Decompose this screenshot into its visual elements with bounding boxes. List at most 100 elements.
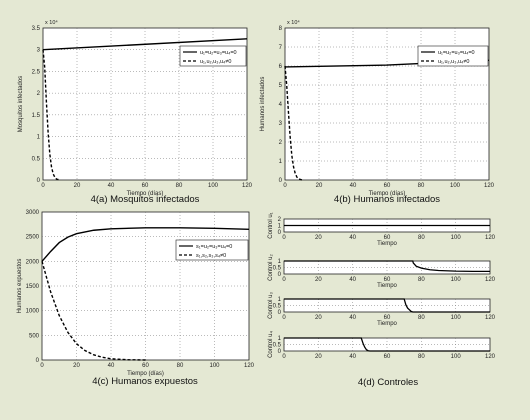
control-panel-3-ytick-label: 0	[278, 310, 282, 316]
chart-c-xlabel: Tiempo (días)	[127, 371, 164, 377]
chart-b-xtick-label: 80	[418, 183, 425, 189]
control-panel-4-xtick-label: 60	[384, 354, 391, 360]
chart-b-ytick-label: 2	[279, 140, 283, 146]
chart-a-ytick-label: 1.5	[32, 113, 41, 119]
chart-a-ylabel: Mosquitos infectados	[18, 76, 24, 132]
chart-c-ytick-label: 2000	[26, 259, 40, 265]
chart-b-xtick-label: 60	[384, 183, 391, 189]
control-4-line	[284, 337, 490, 352]
chart-b-xlabel: Tiempo (días)	[369, 191, 406, 197]
chart-b-ytick-label: 3	[279, 121, 283, 127]
chart-b-xtick-label: 20	[316, 183, 323, 189]
chart-c-legend-label: s₁=u₂=u₃=u₄=0	[196, 244, 232, 250]
control-panel-1-xtick-label: 0	[282, 235, 286, 241]
control-panel-4-xtick-label: 0	[282, 354, 286, 360]
control-panel-1-xtick-label: 60	[384, 235, 391, 241]
chart-b-ytick-label: 4	[279, 102, 283, 108]
chart-b-xtick-label: 100	[450, 183, 461, 189]
control-panel-2-xtick-label: 60	[384, 277, 391, 283]
control-panel-3-xtick-label: 0	[282, 315, 286, 321]
chart-a-ytick-label: 3	[37, 48, 41, 54]
control-2-ylabel: Control u₂	[268, 253, 274, 280]
control-panel-1-ytick-label: 1	[278, 224, 282, 230]
caption-c: 4(c) Humanos expuestos	[92, 376, 198, 387]
chart-b-legend-label: u₁,u₂,u₃,u₄≠0	[438, 59, 469, 65]
control-1-ylabel: Control u₁	[268, 212, 274, 238]
control-panel-1-ytick-label: 0	[278, 230, 282, 236]
control-panel-2-xtick-label: 40	[349, 277, 356, 283]
chart-c-ytick-label: 2500	[26, 235, 40, 241]
control-panel-4-xtick-label: 80	[418, 354, 425, 360]
caption-d: 4(d) Controles	[358, 377, 418, 388]
chart-a-xtick-label: 100	[208, 183, 219, 189]
chart-c-xtick-label: 60	[142, 363, 149, 369]
chart-c-xtick-label: 80	[177, 363, 184, 369]
chart-c-xtick-label: 0	[40, 363, 44, 369]
control-panel-3-ytick-label: 1	[278, 297, 282, 303]
control-panel-3-xtick-label: 40	[349, 315, 356, 321]
chart-b-ytick-label: 6	[279, 64, 283, 70]
chart-a-legend-label: u₁=u₂=u₃=u₄=0	[200, 50, 237, 56]
chart-a-xtick-label: 120	[242, 183, 253, 189]
control-panel-4-xtick-label: 40	[349, 354, 356, 360]
chart-c-plot-area	[41, 211, 250, 361]
chart-a-xtick-label: 80	[176, 183, 183, 189]
control-panel-3-ytick-label: 0.5	[273, 304, 282, 310]
control-panel-4-xtick-label: 100	[451, 354, 462, 360]
control-panel-2-xtick-label: 0	[282, 277, 286, 283]
control-panel-4-xtick-label: 20	[315, 354, 322, 360]
control-panel-2-ytick-label: 1	[278, 259, 282, 265]
chart-a-xlabel: Tiempo (días)	[127, 191, 164, 197]
chart-a-ytick-label: 2.5	[32, 69, 41, 75]
chart-a-series-1-line	[42, 38, 248, 51]
control-panel-2-xtick-label: 80	[418, 277, 425, 283]
chart-c-ytick-label: 500	[29, 333, 40, 339]
chart-a-ytick-label: 0	[37, 178, 41, 184]
chart-a-ytick-label: 3.5	[32, 26, 41, 32]
chart-b-legend-label: u₁=u₂=u₃=u₄=0	[438, 50, 475, 56]
chart-a-legend-box	[179, 45, 247, 67]
control-2-xlabel: Tiempo	[377, 283, 397, 289]
chart-c-legend-box	[175, 239, 249, 261]
control-4-ylabel: Control u₄	[268, 331, 274, 358]
chart-c-legend-label: s₁,s₂,s₃,s₄≠0	[196, 253, 226, 259]
caption-a: 4(a) Mosquitos infectados	[91, 194, 200, 205]
chart-c-xtick-label: 20	[73, 363, 80, 369]
chart-c-ytick-label: 3000	[26, 210, 40, 216]
chart-b-ytick-label: 7	[279, 45, 283, 51]
chart-c-ylabel: Humanos expuestos	[17, 259, 23, 314]
chart-a-legend-label: u₁,u₂,u₃,u₄≠0	[200, 59, 231, 65]
control-panel-3-xtick-label: 60	[384, 315, 391, 321]
control-panel-2-ytick-label: 0.5	[273, 266, 282, 272]
control-3-line	[284, 298, 490, 313]
control-panel-4-ytick-label: 1	[278, 336, 282, 342]
chart-b-ytick-label: 1	[279, 159, 283, 165]
chart-a-ytick-label: 1	[37, 135, 41, 141]
control-panel-1-xtick-label: 100	[451, 235, 462, 241]
chart-c-ytick-label: 1000	[26, 309, 40, 315]
chart-c-xtick-label: 40	[108, 363, 115, 369]
control-panel-4-ytick-label: 0.5	[273, 343, 282, 349]
control-panel-2-xtick-label: 20	[315, 277, 322, 283]
control-panel-3-xtick-label: 120	[485, 315, 496, 321]
chart-a-series-2-line	[42, 49, 61, 181]
control-panel-4-ytick-label: 0	[278, 349, 282, 355]
chart-b-xtick-label: 40	[350, 183, 357, 189]
chart-a-xtick-label: 0	[41, 183, 45, 189]
control-panel-2-ytick-label: 0	[278, 272, 282, 278]
chart-b-exponent: x 10⁴	[287, 19, 300, 26]
chart-c-series-1-line	[41, 227, 250, 262]
chart-c-ytick-label: 0	[36, 358, 40, 364]
control-panel-1-xtick-label: 20	[315, 235, 322, 241]
chart-c-series-2-line	[41, 261, 146, 361]
chart-a-ytick-label: 2	[37, 91, 41, 97]
control-panel-2-xtick-label: 100	[451, 277, 462, 283]
control-1-xlabel: Tiempo	[377, 241, 397, 247]
chart-a-xtick-label: 20	[74, 183, 81, 189]
chart-b-legend-box	[417, 45, 489, 67]
control-panel-3-xtick-label: 100	[451, 315, 462, 321]
control-panel-3-xtick-label: 80	[418, 315, 425, 321]
chart-b-ytick-label: 5	[279, 83, 283, 89]
chart-a-ytick-label: 0.5	[32, 156, 41, 162]
